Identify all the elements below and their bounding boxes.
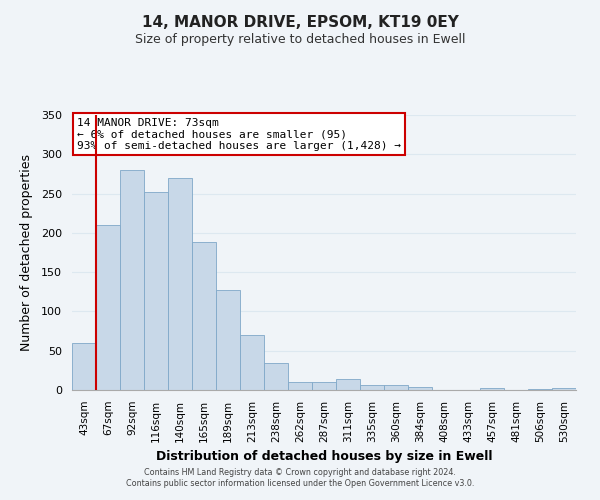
- Bar: [192, 242, 216, 390]
- Bar: [528, 389, 552, 390]
- Bar: [96, 225, 120, 390]
- Bar: [216, 290, 240, 390]
- Bar: [480, 388, 504, 390]
- X-axis label: Distribution of detached houses by size in Ewell: Distribution of detached houses by size …: [156, 450, 492, 463]
- Bar: [312, 382, 336, 390]
- Text: Contains HM Land Registry data © Crown copyright and database right 2024.
Contai: Contains HM Land Registry data © Crown c…: [126, 468, 474, 487]
- Bar: [384, 386, 408, 390]
- Bar: [288, 382, 312, 390]
- Text: 14 MANOR DRIVE: 73sqm
← 6% of detached houses are smaller (95)
93% of semi-detac: 14 MANOR DRIVE: 73sqm ← 6% of detached h…: [77, 118, 401, 151]
- Text: 14, MANOR DRIVE, EPSOM, KT19 0EY: 14, MANOR DRIVE, EPSOM, KT19 0EY: [142, 15, 458, 30]
- Y-axis label: Number of detached properties: Number of detached properties: [20, 154, 33, 351]
- Bar: [552, 388, 576, 390]
- Bar: [408, 387, 432, 390]
- Text: Size of property relative to detached houses in Ewell: Size of property relative to detached ho…: [135, 32, 465, 46]
- Bar: [120, 170, 144, 390]
- Bar: [240, 335, 264, 390]
- Bar: [168, 178, 192, 390]
- Bar: [360, 384, 384, 390]
- Bar: [144, 192, 168, 390]
- Bar: [336, 379, 360, 390]
- Bar: [264, 362, 288, 390]
- Bar: [72, 343, 96, 390]
